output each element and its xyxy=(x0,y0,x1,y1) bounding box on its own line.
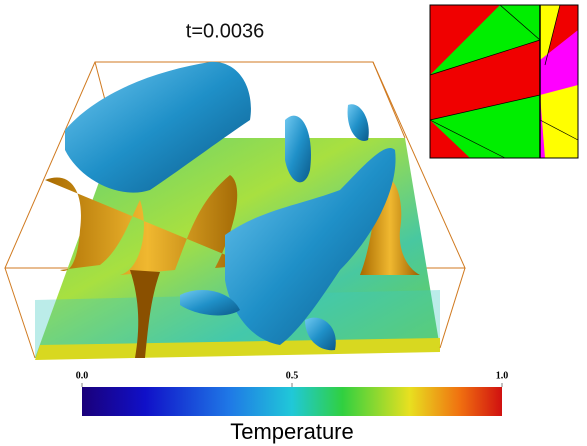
hot-plume xyxy=(45,175,250,275)
hot-plume-stem xyxy=(130,270,160,358)
mesh-edge xyxy=(429,119,506,159)
cold-blob xyxy=(347,104,369,141)
colorbar-label: Temperature xyxy=(230,419,354,444)
mesh-edge xyxy=(429,39,541,76)
mesh-cell xyxy=(430,5,540,75)
cold-blob xyxy=(225,148,396,345)
mesh-inset xyxy=(429,4,579,159)
colorbar-tick-label: 0.5 xyxy=(286,370,299,381)
cold-blob xyxy=(65,61,251,193)
inset-border xyxy=(429,4,579,159)
colorbar: Temperature 0.0 0.5 1.0 xyxy=(76,370,509,444)
box-edge xyxy=(372,61,406,139)
mesh-edge xyxy=(544,4,561,66)
cold-blob xyxy=(305,317,336,351)
mesh-cell xyxy=(540,85,578,158)
mesh-edge xyxy=(539,119,579,141)
mesh-cell xyxy=(430,95,540,158)
mesh-edge xyxy=(429,94,541,121)
colorbar-tick-label: 0.0 xyxy=(76,370,89,381)
title: t=0.0036 xyxy=(186,20,264,42)
box-edge xyxy=(439,267,466,349)
colorbar-tick-label: 1.0 xyxy=(496,370,509,381)
3d-render xyxy=(4,61,466,360)
mesh-cell xyxy=(540,5,560,65)
box-edge xyxy=(4,267,36,359)
hot-plume xyxy=(360,178,420,275)
mesh-edge xyxy=(499,4,541,41)
colorbar-gradient xyxy=(82,387,502,416)
cold-blob xyxy=(285,115,311,183)
cold-blob xyxy=(180,290,240,316)
